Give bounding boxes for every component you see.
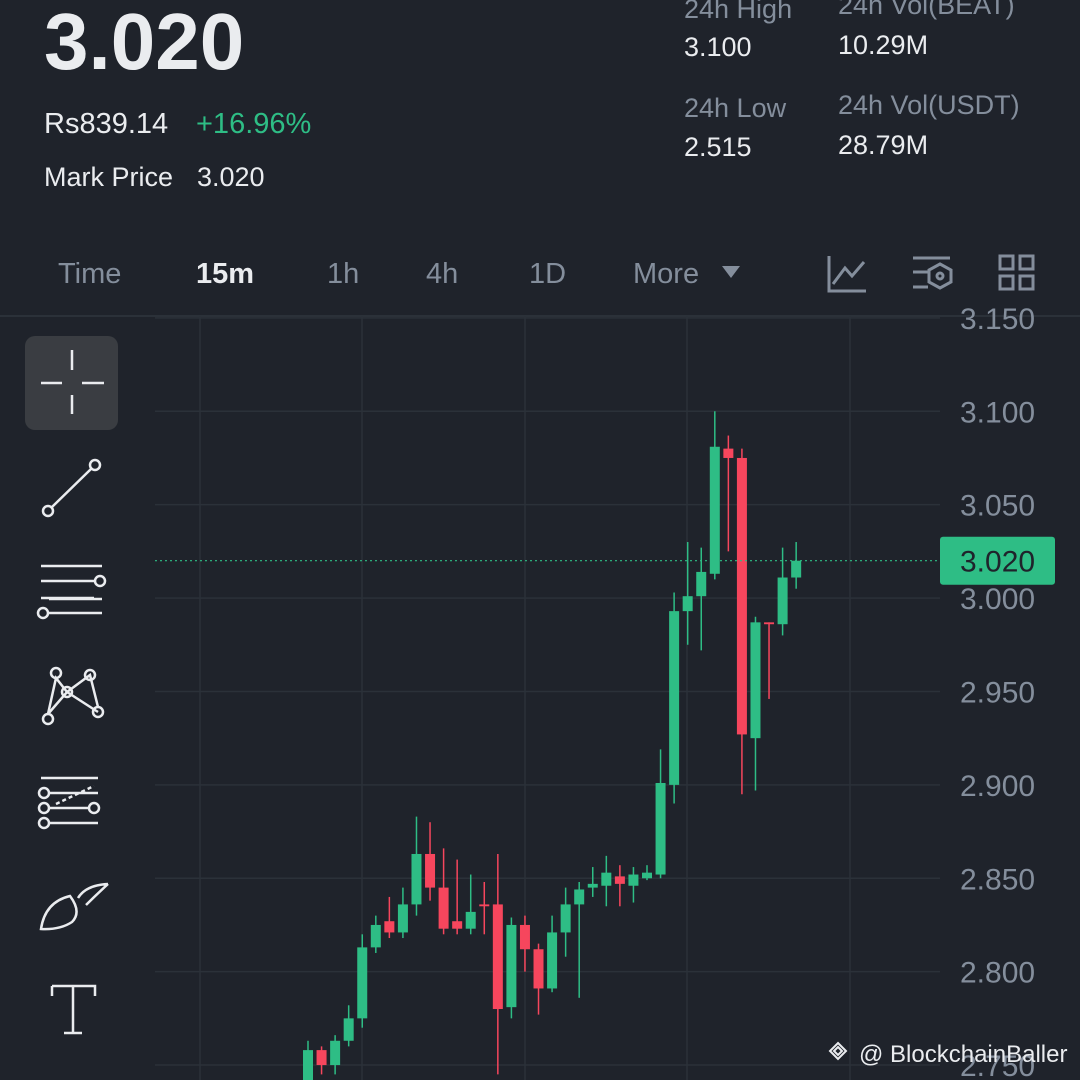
last-price-label: 3.020 — [960, 546, 1035, 579]
toolbar — [36, 350, 109, 1035]
y-tick-label: 2.800 — [960, 957, 1035, 990]
fiat-price: Rs839.14 — [44, 108, 169, 140]
price: 3.020 — [44, 0, 245, 86]
candle-body — [343, 1018, 354, 1041]
candle-body — [519, 924, 530, 950]
candle-body — [642, 872, 652, 879]
candle-body — [316, 1050, 327, 1066]
brush-tool[interactable] — [39, 882, 109, 931]
candle-body — [777, 577, 788, 625]
stat-value: 3.100 — [684, 32, 752, 62]
candle-body — [601, 872, 612, 886]
watermark-icon — [828, 1041, 848, 1061]
mark-price-label: Mark Price — [44, 162, 174, 192]
stat-value: 2.515 — [684, 132, 752, 162]
chart-type-icon[interactable] — [827, 256, 866, 293]
stat-value: 28.79M — [838, 130, 929, 160]
dropdown-arrow[interactable] — [722, 266, 740, 278]
candle-body — [736, 457, 747, 735]
y-tick-label: 2.900 — [960, 770, 1035, 803]
candle-body — [682, 596, 693, 612]
tab[interactable]: More — [633, 258, 700, 290]
y-tick-label: 3.100 — [960, 396, 1035, 429]
y-tick-label: 2.850 — [960, 863, 1035, 896]
candle-body — [669, 611, 680, 785]
watermark: @ BlockchainBaller — [859, 1041, 1067, 1068]
indicator-icon[interactable] — [913, 256, 953, 290]
layout-icon[interactable] — [998, 254, 1035, 291]
tab[interactable]: Time — [58, 258, 122, 290]
text-tool[interactable] — [50, 984, 97, 1035]
line-tool[interactable] — [41, 458, 102, 518]
candle-body — [560, 904, 571, 933]
candle-body — [303, 1050, 313, 1080]
stat-label: 24h High — [684, 0, 793, 24]
candle-body — [614, 876, 625, 884]
candle-body — [574, 889, 585, 905]
candle-body — [764, 622, 775, 625]
y-tick-label: 3.150 — [960, 303, 1035, 336]
pattern-tool[interactable] — [41, 666, 105, 726]
fib-tool[interactable] — [37, 776, 101, 830]
candle-body — [628, 874, 639, 886]
candle-body — [791, 560, 802, 578]
candle-body — [655, 782, 666, 875]
candle-body — [411, 853, 422, 905]
stat-label: 24h Vol(USDT) — [838, 90, 1020, 120]
chart: 3.150 3.100 3.050 3.000 2.950 2.900 2.850 2.800… — [155, 303, 1055, 1080]
tab[interactable]: 4h — [426, 258, 459, 290]
change: +16.96% — [196, 108, 312, 140]
candle-body — [438, 887, 449, 929]
candle-body — [492, 904, 503, 1010]
y-tick-label: 3.050 — [960, 490, 1035, 523]
candle-body — [384, 921, 395, 933]
candle-body — [587, 883, 598, 888]
tab[interactable]: 1D — [529, 258, 567, 290]
mark-price: 3.020 — [197, 162, 265, 192]
crosshair-tool-bg[interactable] — [25, 336, 118, 430]
stat-label: 24h Vol(BEAT) — [838, 0, 1015, 20]
candle-body — [357, 947, 368, 1019]
tab[interactable]: 1h — [327, 258, 360, 290]
stat-label: 24h Low — [684, 93, 787, 123]
stat-value: 10.29M — [838, 30, 929, 60]
candle-body — [479, 904, 490, 907]
candle-body — [533, 949, 544, 989]
candle-body — [506, 924, 517, 1008]
crosshair-icon[interactable] — [41, 350, 104, 414]
candle-body — [397, 904, 408, 933]
tab-active[interactable]: 15m — [196, 258, 255, 290]
parallel-tool[interactable] — [36, 564, 107, 620]
y-tick-label: 3.000 — [960, 583, 1035, 616]
candle-body — [709, 446, 720, 574]
candle-body — [723, 448, 734, 458]
candle-body — [452, 921, 463, 929]
candle-body — [465, 911, 476, 929]
candle-body — [696, 571, 707, 597]
y-tick-label: 2.950 — [960, 676, 1035, 709]
candle-body — [547, 932, 558, 989]
candle-body — [330, 1040, 341, 1066]
last-price-tag — [940, 536, 1055, 585]
candle-body — [370, 924, 381, 948]
candle-body — [425, 853, 436, 888]
y-tick-label: 2.750 — [960, 1050, 1035, 1080]
candle-body — [750, 622, 761, 739]
